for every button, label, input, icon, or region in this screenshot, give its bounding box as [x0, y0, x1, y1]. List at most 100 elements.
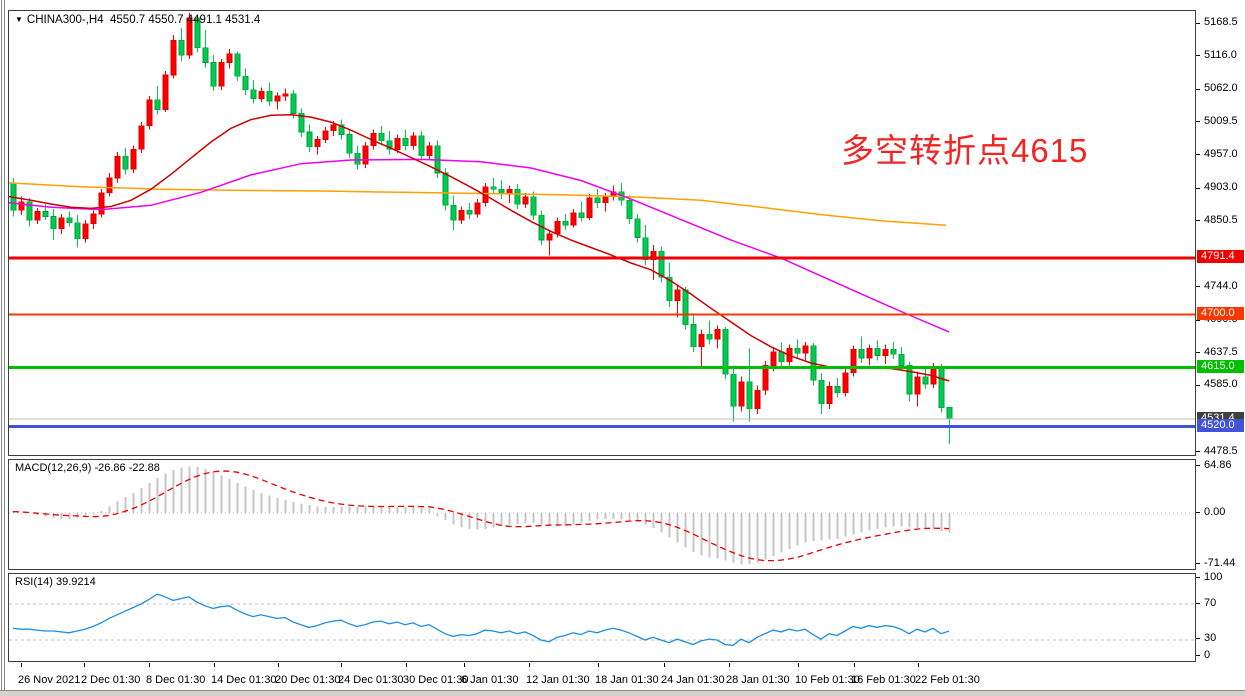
macd-chart[interactable]	[9, 460, 1195, 569]
candlestick-chart[interactable]	[9, 11, 1195, 455]
ma-slow-line	[9, 182, 947, 226]
price-tick-label: 5062.0	[1204, 82, 1238, 94]
candle-body	[818, 379, 825, 405]
rsi-label: RSI(14) 39.9214	[15, 576, 96, 588]
chart-annotation-text[interactable]: 多空转折点4615	[841, 132, 1089, 169]
candle-body	[802, 345, 809, 354]
candle-body	[322, 130, 329, 140]
window-bottom-edge	[0, 690, 1245, 696]
candle-body	[402, 138, 409, 147]
time-tick-mark	[341, 663, 342, 667]
candle-body	[58, 217, 65, 230]
candle-body	[18, 201, 25, 211]
time-tick-mark	[729, 663, 730, 667]
candle-body	[274, 95, 281, 102]
ma-mid-line	[9, 158, 950, 333]
candle-body	[714, 329, 721, 340]
candle-body	[874, 347, 881, 356]
price-tick-label: 5009.5	[1204, 115, 1238, 127]
candle-body	[522, 196, 529, 205]
time-axis[interactable]: 26 Nov 2021 2 Dec 01:30 8 Dec 01:30 14 Dec …	[8, 663, 1196, 690]
date-label: 30 Dec 01:30	[403, 674, 469, 686]
candle-body	[626, 200, 633, 220]
candle-body	[162, 74, 169, 111]
candle-body	[458, 210, 465, 221]
candle-body	[826, 386, 833, 405]
price-tick-label: 4585.0	[1204, 378, 1238, 390]
price-axis[interactable]: 5168.5 5116.0 5062.0 5009.5 4957.0 4903.0 4850…	[1196, 0, 1245, 690]
date-label: 22 Feb 01:30	[915, 674, 980, 686]
main-chart-panel[interactable]: ▼ CHINA300-,H4 4550.7 4550.7 4491.1 4531.…	[8, 10, 1196, 456]
candle-body	[834, 386, 841, 393]
candle-body	[42, 211, 49, 217]
candle-body	[418, 135, 425, 157]
candle-body	[922, 376, 929, 385]
chevron-down-icon[interactable]: ▼	[15, 15, 23, 24]
candle-body	[394, 138, 401, 150]
date-label: 8 Dec 01:30	[146, 674, 206, 686]
candle-body	[546, 233, 553, 241]
price-tick-mark	[1196, 320, 1200, 321]
candle-body	[138, 125, 145, 150]
candle-body	[66, 217, 73, 223]
candle-body	[186, 17, 193, 56]
price-tick-mark	[1196, 154, 1200, 155]
price-tick-mark	[1196, 603, 1200, 604]
candle-body	[842, 372, 849, 394]
candle-body	[594, 197, 601, 204]
rsi-panel[interactable]: RSI(14) 39.9214	[8, 573, 1196, 662]
date-label: 16 Feb 01:30	[851, 674, 916, 686]
candle-body	[450, 205, 457, 221]
price-tick-label: 0.00	[1204, 506, 1226, 518]
price-tick-mark	[1196, 512, 1200, 513]
time-tick-mark	[278, 663, 279, 667]
price-tick-label: 5116.0	[1204, 49, 1237, 61]
price-tick-label: 4637.5	[1204, 346, 1238, 358]
price-tick-mark	[1196, 89, 1200, 90]
candle-body	[298, 113, 305, 133]
candle-body	[410, 135, 417, 147]
time-tick-mark	[918, 663, 919, 667]
price-tick-mark	[1196, 465, 1200, 466]
price-tick-label: 4478.5	[1204, 445, 1238, 457]
candle-body	[514, 188, 521, 205]
candle-body	[106, 177, 113, 194]
candle-body	[658, 250, 665, 278]
price-tick-label: 4744.0	[1204, 280, 1238, 292]
price-tick-mark	[1196, 451, 1200, 452]
left-panel-splitter[interactable]	[4, 0, 5, 690]
candle-body	[34, 211, 41, 221]
candle-body	[130, 149, 137, 170]
candle-body	[50, 216, 57, 230]
candle-body	[682, 289, 689, 325]
candle-body	[426, 145, 433, 156]
candle-body	[474, 202, 481, 215]
candle-body	[146, 99, 153, 127]
date-label: 6 Jan 01:30	[461, 674, 519, 686]
candle-body	[170, 39, 177, 76]
candle-body	[946, 406, 953, 420]
candle-body	[866, 347, 873, 359]
candle-body	[338, 124, 345, 135]
time-tick-mark	[798, 663, 799, 667]
candle-body	[906, 365, 913, 395]
rsi-line	[12, 593, 950, 647]
candle-body	[194, 17, 201, 48]
price-badge-4615.0: 4615.0	[1197, 360, 1244, 373]
candle-body	[442, 172, 449, 206]
candle-body	[586, 197, 593, 219]
price-tick-label: 4850.5	[1204, 214, 1238, 226]
price-tick-mark	[1196, 563, 1200, 564]
candle-body	[882, 348, 889, 356]
candle-body	[98, 192, 105, 215]
price-tick-mark	[1196, 638, 1200, 639]
candle-body	[210, 62, 217, 87]
candle-body	[282, 93, 289, 97]
date-label: 20 Dec 01:30	[275, 674, 341, 686]
rsi-chart[interactable]	[9, 574, 1195, 661]
candle-body	[938, 367, 945, 408]
macd-panel[interactable]: MACD(12,26,9) -26.86 -22.88	[8, 459, 1196, 570]
candle-body	[466, 210, 473, 215]
time-tick-mark	[84, 663, 85, 667]
